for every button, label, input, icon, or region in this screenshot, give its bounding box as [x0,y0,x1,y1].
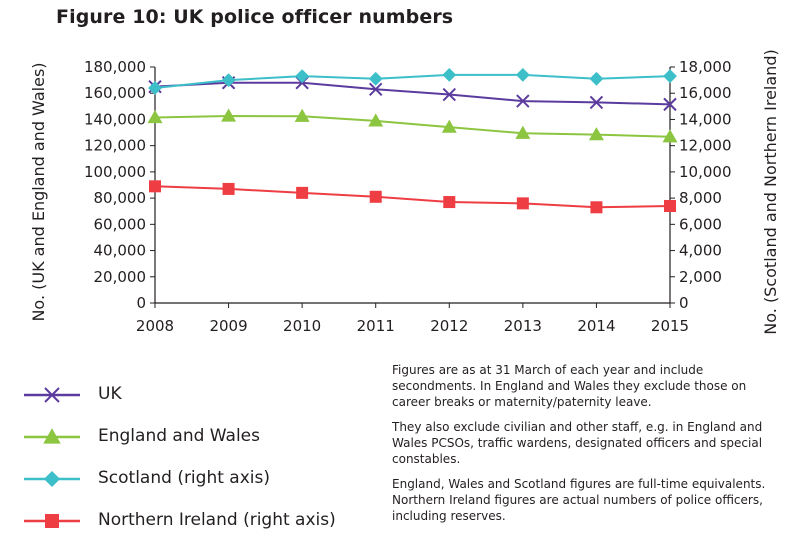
data-point-stroke [589,95,604,110]
data-point [443,196,456,209]
data-point-stroke [369,82,383,96]
data-point [662,129,678,143]
data-point [441,119,457,133]
data-point [295,69,310,84]
data-point [149,180,161,193]
x-tick-label: 2009 [209,317,247,335]
data-point [148,81,162,95]
series-3 [149,180,676,214]
y-right-tick-label: 6,000 [679,215,722,233]
data-point [442,87,456,102]
note-2: They also exclude civilian and other sta… [392,420,763,466]
legend-swatch [24,470,80,488]
y-right-tick-label: 0 [679,294,689,312]
data-point [369,190,382,203]
data-point [590,201,603,214]
data-point [368,113,384,127]
y-right-tick-label: 16,000 [679,84,732,102]
x-tick-label: 2011 [357,317,395,335]
data-point [369,82,383,96]
legend-marker [44,387,60,403]
y-left-tick-label: 80,000 [94,189,147,207]
series-layer [147,67,678,214]
y-left-tick-label: 120,000 [84,137,146,155]
x-tick-label: 2014 [577,317,615,335]
data-point [296,186,309,199]
data-point [515,67,530,82]
data-point [294,108,310,122]
legend-marker [43,428,61,444]
y-left-tick-label: 0 [136,294,146,312]
legend-item: Scotland (right axis) [22,464,402,494]
y-left-tick-label: 40,000 [94,242,147,260]
chart-title: Figure 10: UK police officer numbers [56,6,454,28]
legend-label: Scotland (right axis) [98,468,270,488]
legend-label: Northern Ireland (right axis) [98,510,336,530]
y-right-tick-label: 12,000 [679,137,732,155]
y-right-tick-label: 18,000 [679,58,732,76]
y-axis-left-label: No. (UK and England and Wales) [29,62,48,321]
series-line [154,185,671,209]
y-right-tick-label: 4,000 [679,242,722,260]
legend-item: England and Wales [22,422,402,452]
note-1: Figures are as at 31 March of each year … [392,363,747,409]
data-point [442,67,457,82]
y-left-tick-label: 60,000 [94,215,147,233]
data-point [589,95,604,110]
note-3: England, Wales and Scotland figures are … [392,477,766,523]
data-point [663,69,677,84]
y-left-tick-label: 20,000 [94,268,147,286]
data-point-stroke [516,94,530,108]
y-right-tick-label: 8,000 [679,189,722,207]
data-point [221,73,236,88]
x-tick-label: 2013 [504,317,542,335]
y-left-tick-label: 180,000 [84,58,146,76]
notes: Figures are as at 31 March of each year … [392,362,772,533]
series-line [154,73,671,89]
data-point-stroke [663,97,677,112]
legend-swatch [24,428,80,444]
y-left-tick-label: 100,000 [84,163,146,181]
data-point [222,182,235,195]
legend-item: Northern Ireland (right axis) [22,506,402,536]
data-point [368,71,383,86]
legend-label: England and Wales [98,426,260,446]
data-point [664,199,676,212]
y-axis-right-label: No. (Scotland and Northern Ireland) [761,49,780,334]
series-2 [148,67,677,95]
data-point [663,97,677,112]
data-point [516,94,530,108]
data-point [588,127,604,141]
y-left-tick-label: 140,000 [84,110,146,128]
y-right-tick-label: 14,000 [679,110,732,128]
data-point [589,71,604,86]
series-line [154,81,671,106]
legend-item: UK [22,380,402,410]
y-left-tick-label: 160,000 [84,84,146,102]
legend-swatch [24,387,80,403]
legend-swatch [24,514,80,528]
data-point [221,108,237,122]
chart-area: 0 20,000 40,000 60,000 80,000 100,000 120,000 1… [29,49,780,335]
series-1 [147,108,678,143]
y-right-tick-label: 10,000 [679,163,732,181]
legend-label: UK [98,384,122,404]
data-point [147,109,163,124]
data-point-stroke [442,87,456,102]
x-tick-label: 2012 [430,317,468,335]
legend-marker [43,470,61,488]
axes: 0 20,000 40,000 60,000 80,000 100,000 120,000 1… [84,58,732,335]
data-point [516,197,529,210]
x-tick-label: 2015 [651,317,689,335]
legend-marker [45,514,59,528]
x-tick-label: 2010 [283,317,321,335]
y-right-tick-label: 2,000 [679,268,722,286]
x-tick-label: 2008 [136,317,174,335]
legend-marker-stroke [44,387,60,403]
series-line [154,115,671,138]
data-point [515,125,531,139]
